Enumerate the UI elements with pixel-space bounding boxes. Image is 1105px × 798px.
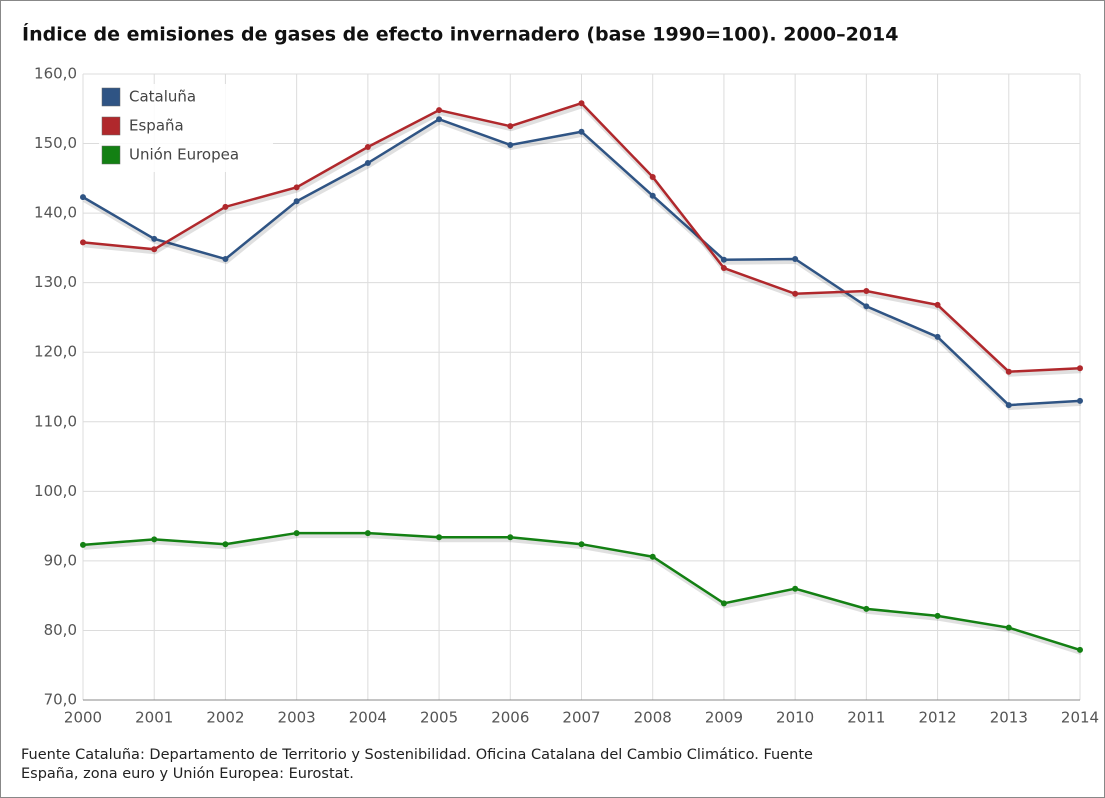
point <box>222 203 229 210</box>
point <box>436 534 443 541</box>
point <box>436 107 443 114</box>
point <box>80 541 86 548</box>
point <box>720 600 727 607</box>
point <box>151 536 158 543</box>
point <box>151 235 158 242</box>
x-tick-label: 2011 <box>847 709 885 727</box>
x-tick-label: 2012 <box>918 709 956 727</box>
point <box>293 198 300 205</box>
point <box>364 144 371 151</box>
point <box>649 553 656 560</box>
x-tick-label: 2013 <box>990 709 1028 727</box>
point <box>1005 402 1012 409</box>
point <box>863 605 870 612</box>
x-tick-label: 2006 <box>491 709 529 727</box>
point <box>1077 397 1083 404</box>
point <box>151 246 158 253</box>
point <box>80 239 86 246</box>
x-tick-label: 2001 <box>135 709 173 727</box>
point <box>792 256 799 263</box>
point <box>436 116 443 123</box>
point <box>507 141 514 148</box>
y-tick-label: 100,0 <box>34 482 77 500</box>
legend-swatch <box>101 116 121 136</box>
legend-label: Cataluña <box>129 88 196 106</box>
x-tick-label: 2003 <box>278 709 316 727</box>
point <box>934 612 941 619</box>
y-tick-label: 90,0 <box>44 551 77 569</box>
source-line: Fuente Cataluña: Departamento de Territo… <box>21 747 813 763</box>
y-tick-label: 120,0 <box>34 343 77 361</box>
x-tick-label: 2002 <box>206 709 244 727</box>
point <box>578 100 585 107</box>
point <box>1005 624 1012 631</box>
legend-box <box>99 84 273 172</box>
point <box>222 541 229 548</box>
x-tick-label: 2000 <box>64 709 102 727</box>
point <box>720 265 727 272</box>
chart-title: Índice de emisiones de gases de efecto i… <box>22 23 899 46</box>
point <box>792 290 799 297</box>
y-tick-label: 80,0 <box>44 621 77 639</box>
y-tick-label: 110,0 <box>34 412 77 430</box>
point <box>364 530 371 537</box>
point <box>222 256 229 263</box>
point <box>934 301 941 308</box>
legend: Cataluña España Unión Europea <box>99 84 273 172</box>
x-tick-label: 2008 <box>634 709 672 727</box>
point <box>1077 365 1083 372</box>
line-shadow <box>83 534 1082 655</box>
x-tick-label: 2009 <box>705 709 743 727</box>
point <box>1077 646 1083 653</box>
point <box>507 123 514 130</box>
legend-label: Unión Europea <box>129 146 239 164</box>
y-tick-label: 160,0 <box>34 65 77 83</box>
point <box>578 541 585 548</box>
point <box>1005 368 1012 375</box>
source-line: España, zona euro y Unión Europea: Euros… <box>21 766 354 782</box>
legend-swatch <box>101 87 121 107</box>
point <box>293 530 300 537</box>
legend-label: España <box>129 117 184 135</box>
point <box>80 194 86 201</box>
y-tick-label: 140,0 <box>34 204 77 222</box>
line-shadow <box>82 120 1082 411</box>
legend-swatch <box>101 145 121 165</box>
point <box>934 333 941 340</box>
y-tick-label: 70,0 <box>44 691 77 709</box>
x-tick-label: 2005 <box>420 709 458 727</box>
point <box>792 585 799 592</box>
point <box>578 128 585 135</box>
point <box>293 184 300 191</box>
point <box>720 256 727 263</box>
line-shadow <box>83 103 1082 377</box>
point <box>863 303 870 310</box>
source: Fuente Cataluña: Departamento de Territo… <box>21 746 813 784</box>
x-tick-label: 2014 <box>1061 709 1099 727</box>
point <box>507 534 514 541</box>
y-tick-label: 150,0 <box>34 134 77 152</box>
x-tick-label: 2007 <box>562 709 600 727</box>
x-tick-label: 2010 <box>776 709 814 727</box>
point <box>649 192 656 199</box>
point <box>863 288 870 295</box>
x-tick-label: 2004 <box>349 709 387 727</box>
y-tick-label: 130,0 <box>34 273 77 291</box>
point <box>364 160 371 167</box>
point <box>649 173 656 180</box>
